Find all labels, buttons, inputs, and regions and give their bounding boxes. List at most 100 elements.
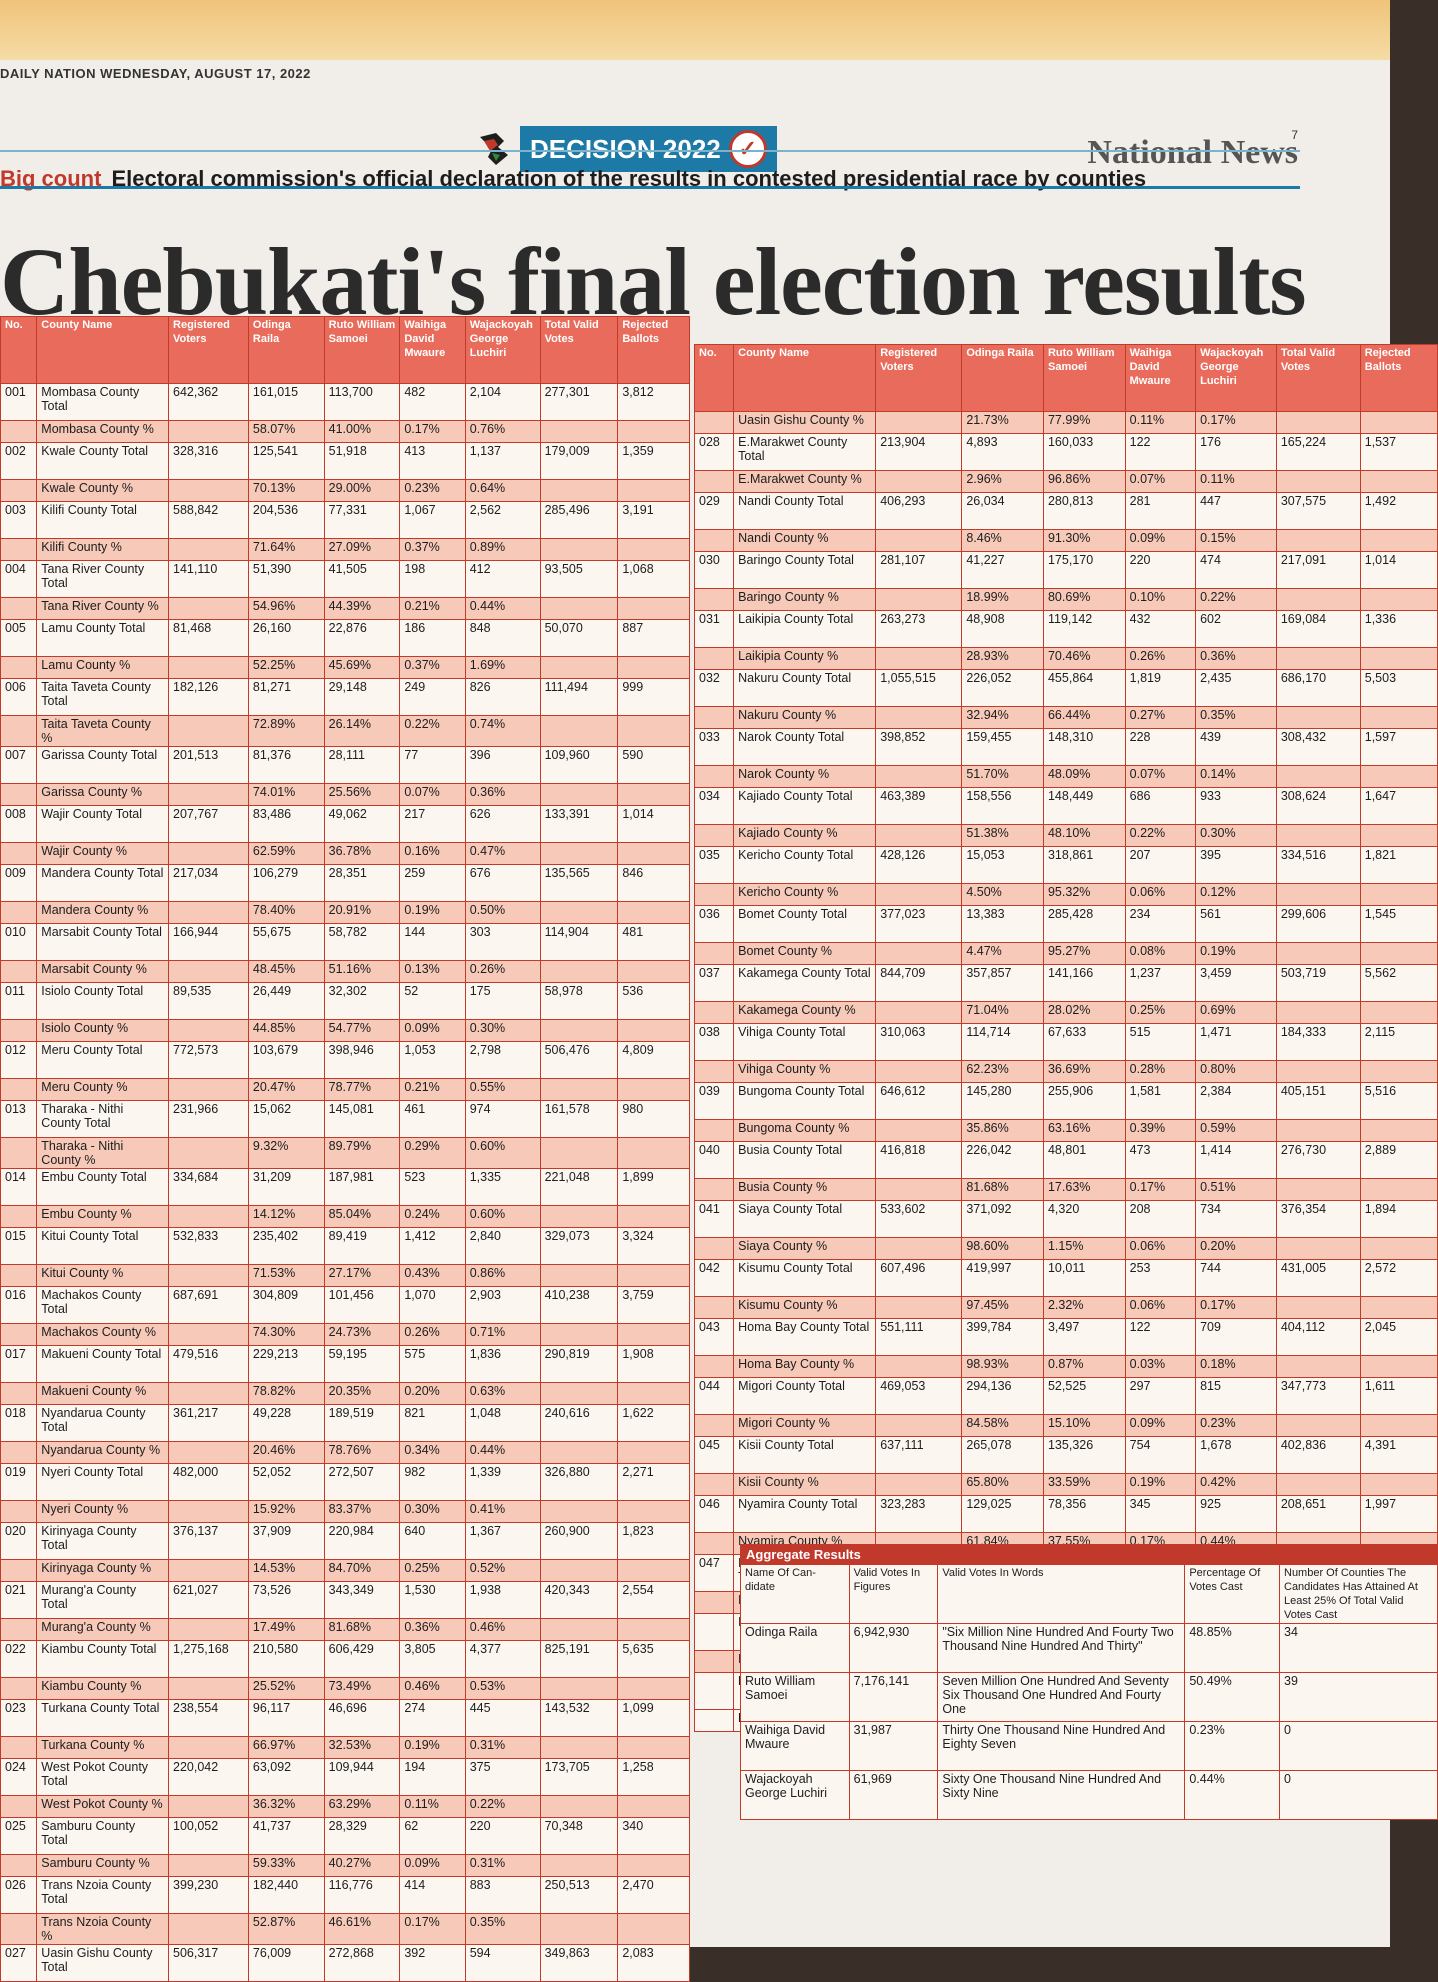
cell-waihiga-votes: 0.09% xyxy=(1124,1414,1197,1437)
table-row: 018 Nyandarua County Total 361,217 49,228 18… xyxy=(0,1404,690,1442)
aggregate-cell-votes-figures: 61,969 xyxy=(848,1770,939,1820)
cell-ruto-votes: 28.02% xyxy=(1042,1001,1126,1024)
cell-row-number: 015 xyxy=(0,1227,38,1265)
cell-total-valid-votes xyxy=(1275,1355,1361,1378)
cell-county-name: Baringo County Total xyxy=(733,551,877,589)
cell-odinga-votes: 8.46% xyxy=(961,529,1044,552)
table-row: Makueni County % 78.82% 20.35% 0.20% 0.63% xyxy=(0,1382,690,1405)
cell-county-name: Taita Taveta County % xyxy=(36,715,170,747)
cell-county-name: Nandi County % xyxy=(733,529,877,552)
cell-row-number xyxy=(693,706,735,729)
cell-rejected-ballots xyxy=(617,1913,690,1945)
cell-rejected-ballots: 1,894 xyxy=(1359,1200,1438,1238)
cell-wajackoyah-votes: 303 xyxy=(464,923,541,961)
cell-ruto-votes: 40.27% xyxy=(323,1854,401,1877)
cell-rejected-ballots: 1,622 xyxy=(617,1404,690,1442)
cell-waihiga-votes: 0.20% xyxy=(399,1382,466,1405)
cell-county-name: Lamu County % xyxy=(36,656,170,679)
cell-row-number: 008 xyxy=(0,805,38,843)
cell-ruto-votes: 29.00% xyxy=(323,479,401,502)
table-row: 013 Tharaka - Nithi County Total 231,966 15… xyxy=(0,1100,690,1138)
cell-county-name: Marsabit County % xyxy=(36,960,170,983)
cell-total-valid-votes: 431,005 xyxy=(1275,1259,1361,1297)
cell-odinga-votes: 129,025 xyxy=(961,1495,1044,1533)
cell-row-number xyxy=(0,479,38,502)
cell-registered-voters xyxy=(875,1414,963,1437)
cell-rejected-ballots xyxy=(1359,647,1438,670)
cell-row-number: 040 xyxy=(693,1141,735,1179)
cell-waihiga-votes: 1,819 xyxy=(1124,669,1197,707)
header-county-name: County Name xyxy=(36,316,170,384)
cell-odinga-votes: 229,213 xyxy=(247,1345,325,1383)
cell-row-number xyxy=(0,715,38,747)
cell-ruto-votes: 28,351 xyxy=(323,864,401,902)
table-row: 007 Garissa County Total 201,513 81,376 28,1… xyxy=(0,746,690,784)
cell-total-valid-votes: 277,301 xyxy=(539,383,619,421)
cell-registered-voters xyxy=(168,960,249,983)
cell-odinga-votes: 35.86% xyxy=(961,1119,1044,1142)
table-row: 036 Bomet County Total 377,023 13,383 285,42… xyxy=(693,905,1438,943)
table-row: Mombasa County % 58.07% 41.00% 0.17% 0.76% xyxy=(0,420,690,443)
cell-odinga-votes: 210,580 xyxy=(247,1640,325,1678)
cell-wajackoyah-votes: 0.35% xyxy=(1195,706,1277,729)
table-row: Kakamega County % 71.04% 28.02% 0.25% 0.69% xyxy=(693,1001,1438,1024)
cell-registered-voters xyxy=(168,1205,249,1228)
table-row: 025 Samburu County Total 100,052 41,737 28,3… xyxy=(0,1817,690,1855)
cell-wajackoyah-votes: 0.51% xyxy=(1195,1178,1277,1201)
cell-waihiga-votes: 413 xyxy=(399,442,466,480)
table-row: Kericho County % 4.50% 95.32% 0.06% 0.12% xyxy=(693,883,1438,906)
table-row: 016 Machakos County Total 687,691 304,809 10… xyxy=(0,1286,690,1324)
cell-total-valid-votes: 402,836 xyxy=(1275,1436,1361,1474)
cell-county-name: Kajiado County Total xyxy=(733,787,877,825)
cell-registered-voters xyxy=(168,1795,249,1818)
cell-odinga-votes: 66.97% xyxy=(247,1736,325,1759)
cell-ruto-votes: 51.16% xyxy=(323,960,401,983)
cell-total-valid-votes xyxy=(539,1559,619,1582)
cell-county-name: Kirinyaga County % xyxy=(36,1559,170,1582)
cell-row-number: 035 xyxy=(693,846,735,884)
cell-county-name: Nyandarua County % xyxy=(36,1441,170,1464)
cell-registered-voters xyxy=(875,470,963,493)
cell-odinga-votes: 18.99% xyxy=(961,588,1044,611)
cell-row-number xyxy=(0,1382,38,1405)
cell-ruto-votes: 89,419 xyxy=(323,1227,401,1265)
cell-total-valid-votes xyxy=(1275,824,1361,847)
cell-row-number xyxy=(693,1119,735,1142)
cell-total-valid-votes: 173,705 xyxy=(539,1758,619,1796)
cell-odinga-votes: 17.49% xyxy=(247,1618,325,1641)
cell-odinga-votes: 84.58% xyxy=(961,1414,1044,1437)
cell-county-name: Kilifi County % xyxy=(36,538,170,561)
cell-odinga-votes: 159,455 xyxy=(961,728,1044,766)
cell-total-valid-votes: 250,513 xyxy=(539,1876,619,1914)
cell-ruto-votes: 116,776 xyxy=(323,1876,401,1914)
cell-ruto-votes: 51,918 xyxy=(323,442,401,480)
cell-county-name: Turkana County Total xyxy=(36,1699,170,1737)
cell-total-valid-votes xyxy=(1275,588,1361,611)
cell-total-valid-votes: 307,575 xyxy=(1275,492,1361,530)
cell-total-valid-votes: 506,476 xyxy=(539,1041,619,1079)
cell-total-valid-votes xyxy=(539,1913,619,1945)
cell-row-number: 012 xyxy=(0,1041,38,1079)
cell-registered-voters: 398,852 xyxy=(875,728,963,766)
cell-row-number: 031 xyxy=(693,610,735,648)
cell-county-name: Lamu County Total xyxy=(36,619,170,657)
cell-rejected-ballots xyxy=(1359,529,1438,552)
cell-registered-voters xyxy=(875,1296,963,1319)
cell-total-valid-votes: 299,606 xyxy=(1275,905,1361,943)
cell-rejected-ballots xyxy=(617,1323,690,1346)
cell-odinga-votes: 4.50% xyxy=(961,883,1044,906)
cell-waihiga-votes: 52 xyxy=(399,982,466,1020)
cell-wajackoyah-votes: 1,335 xyxy=(464,1168,541,1206)
cell-total-valid-votes xyxy=(539,479,619,502)
table-row: Siaya County % 98.60% 1.15% 0.06% 0.20% xyxy=(693,1237,1438,1260)
cell-waihiga-votes: 0.29% xyxy=(399,1137,466,1169)
cell-row-number xyxy=(693,411,735,434)
cell-rejected-ballots xyxy=(1359,1473,1438,1496)
cell-odinga-votes: 74.01% xyxy=(247,783,325,806)
cell-wajackoyah-votes: 0.17% xyxy=(1195,1296,1277,1319)
cell-rejected-ballots: 1,258 xyxy=(617,1758,690,1796)
cell-total-valid-votes xyxy=(539,1382,619,1405)
cell-row-number xyxy=(693,529,735,552)
cell-county-name: Mandera County % xyxy=(36,901,170,924)
cell-rejected-ballots: 1,014 xyxy=(617,805,690,843)
